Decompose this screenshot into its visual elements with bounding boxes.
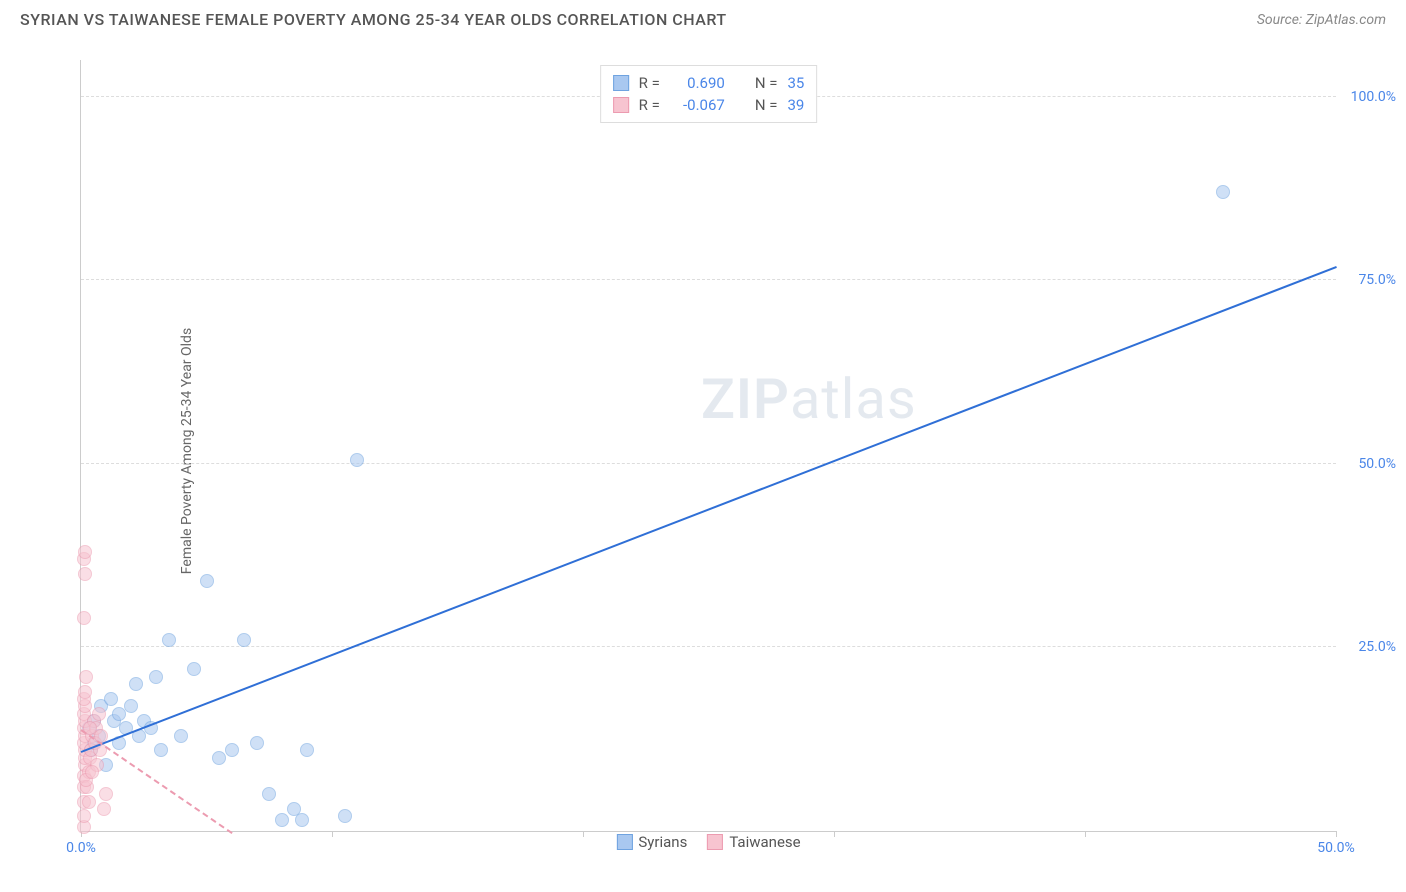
x-tick (834, 831, 835, 837)
data-point (124, 699, 138, 713)
x-tick (332, 831, 333, 837)
gridline (81, 646, 1336, 647)
y-tick-label: 25.0% (1341, 639, 1396, 655)
data-point (77, 611, 91, 625)
r-value: -0.067 (670, 96, 725, 114)
n-value: 39 (787, 96, 804, 114)
data-point (250, 736, 264, 750)
data-point (78, 685, 92, 699)
watermark: ZIPatlas (701, 366, 917, 432)
data-point (350, 453, 364, 467)
data-point (154, 743, 168, 757)
data-point (275, 813, 289, 827)
gridline (81, 279, 1336, 280)
y-tick-label: 50.0% (1341, 456, 1396, 472)
y-tick-label: 100.0% (1341, 89, 1396, 105)
legend-swatch (613, 75, 629, 91)
chart-area: Female Poverty Among 25-34 Year Olds ZIP… (50, 50, 1336, 852)
r-value: 0.690 (670, 74, 725, 92)
x-tick (583, 831, 584, 837)
data-point (212, 751, 226, 765)
y-tick-label: 75.0% (1341, 272, 1396, 288)
data-point (174, 729, 188, 743)
data-point (112, 707, 126, 721)
data-point (82, 795, 96, 809)
n-label: N = (755, 96, 778, 114)
data-point (1216, 185, 1230, 199)
data-point (225, 743, 239, 757)
r-label: R = (639, 96, 660, 114)
data-point (338, 809, 352, 823)
data-point (237, 633, 251, 647)
series-legend-item: Taiwanese (707, 833, 800, 851)
data-point (77, 809, 91, 823)
x-tick (1336, 831, 1337, 837)
legend-swatch (613, 97, 629, 113)
r-label: R = (639, 74, 660, 92)
data-point (85, 765, 99, 779)
chart-title: SYRIAN VS TAIWANESE FEMALE POVERTY AMONG… (20, 10, 727, 29)
scatter-plot: ZIPatlas R =0.690N =35R =-0.067N =39 Syr… (80, 60, 1336, 832)
x-tick-label: 0.0% (66, 840, 96, 856)
chart-header: SYRIAN VS TAIWANESE FEMALE POVERTY AMONG… (0, 0, 1406, 37)
data-point (129, 677, 143, 691)
x-tick (1085, 831, 1086, 837)
data-point (300, 743, 314, 757)
data-point (79, 670, 93, 684)
data-point (97, 802, 111, 816)
series-label: Taiwanese (729, 833, 800, 851)
correlation-legend: R = 0.690 N = 35 R = -0.067 N = 39 (600, 65, 818, 123)
legend-row: R = -0.067 N = 39 (613, 94, 805, 116)
series-label: Syrians (638, 833, 687, 851)
series-legend: Syrians Taiwanese (616, 833, 800, 851)
legend-swatch (707, 834, 723, 850)
data-point (78, 567, 92, 581)
data-point (295, 813, 309, 827)
data-point (262, 787, 276, 801)
chart-source: Source: ZipAtlas.com (1257, 12, 1386, 28)
data-point (99, 787, 113, 801)
legend-row: R = 0.690 N = 35 (613, 72, 805, 94)
n-label: N = (755, 74, 778, 92)
gridline (81, 463, 1336, 464)
series-legend-item: Syrians (616, 833, 687, 851)
data-point (92, 707, 106, 721)
data-point (200, 574, 214, 588)
legend-swatch (616, 834, 632, 850)
n-value: 35 (787, 74, 804, 92)
data-point (149, 670, 163, 684)
data-point (187, 662, 201, 676)
trendline (81, 266, 1338, 753)
data-point (162, 633, 176, 647)
data-point (78, 545, 92, 559)
data-point (104, 692, 118, 706)
x-tick-label: 50.0% (1317, 840, 1355, 856)
